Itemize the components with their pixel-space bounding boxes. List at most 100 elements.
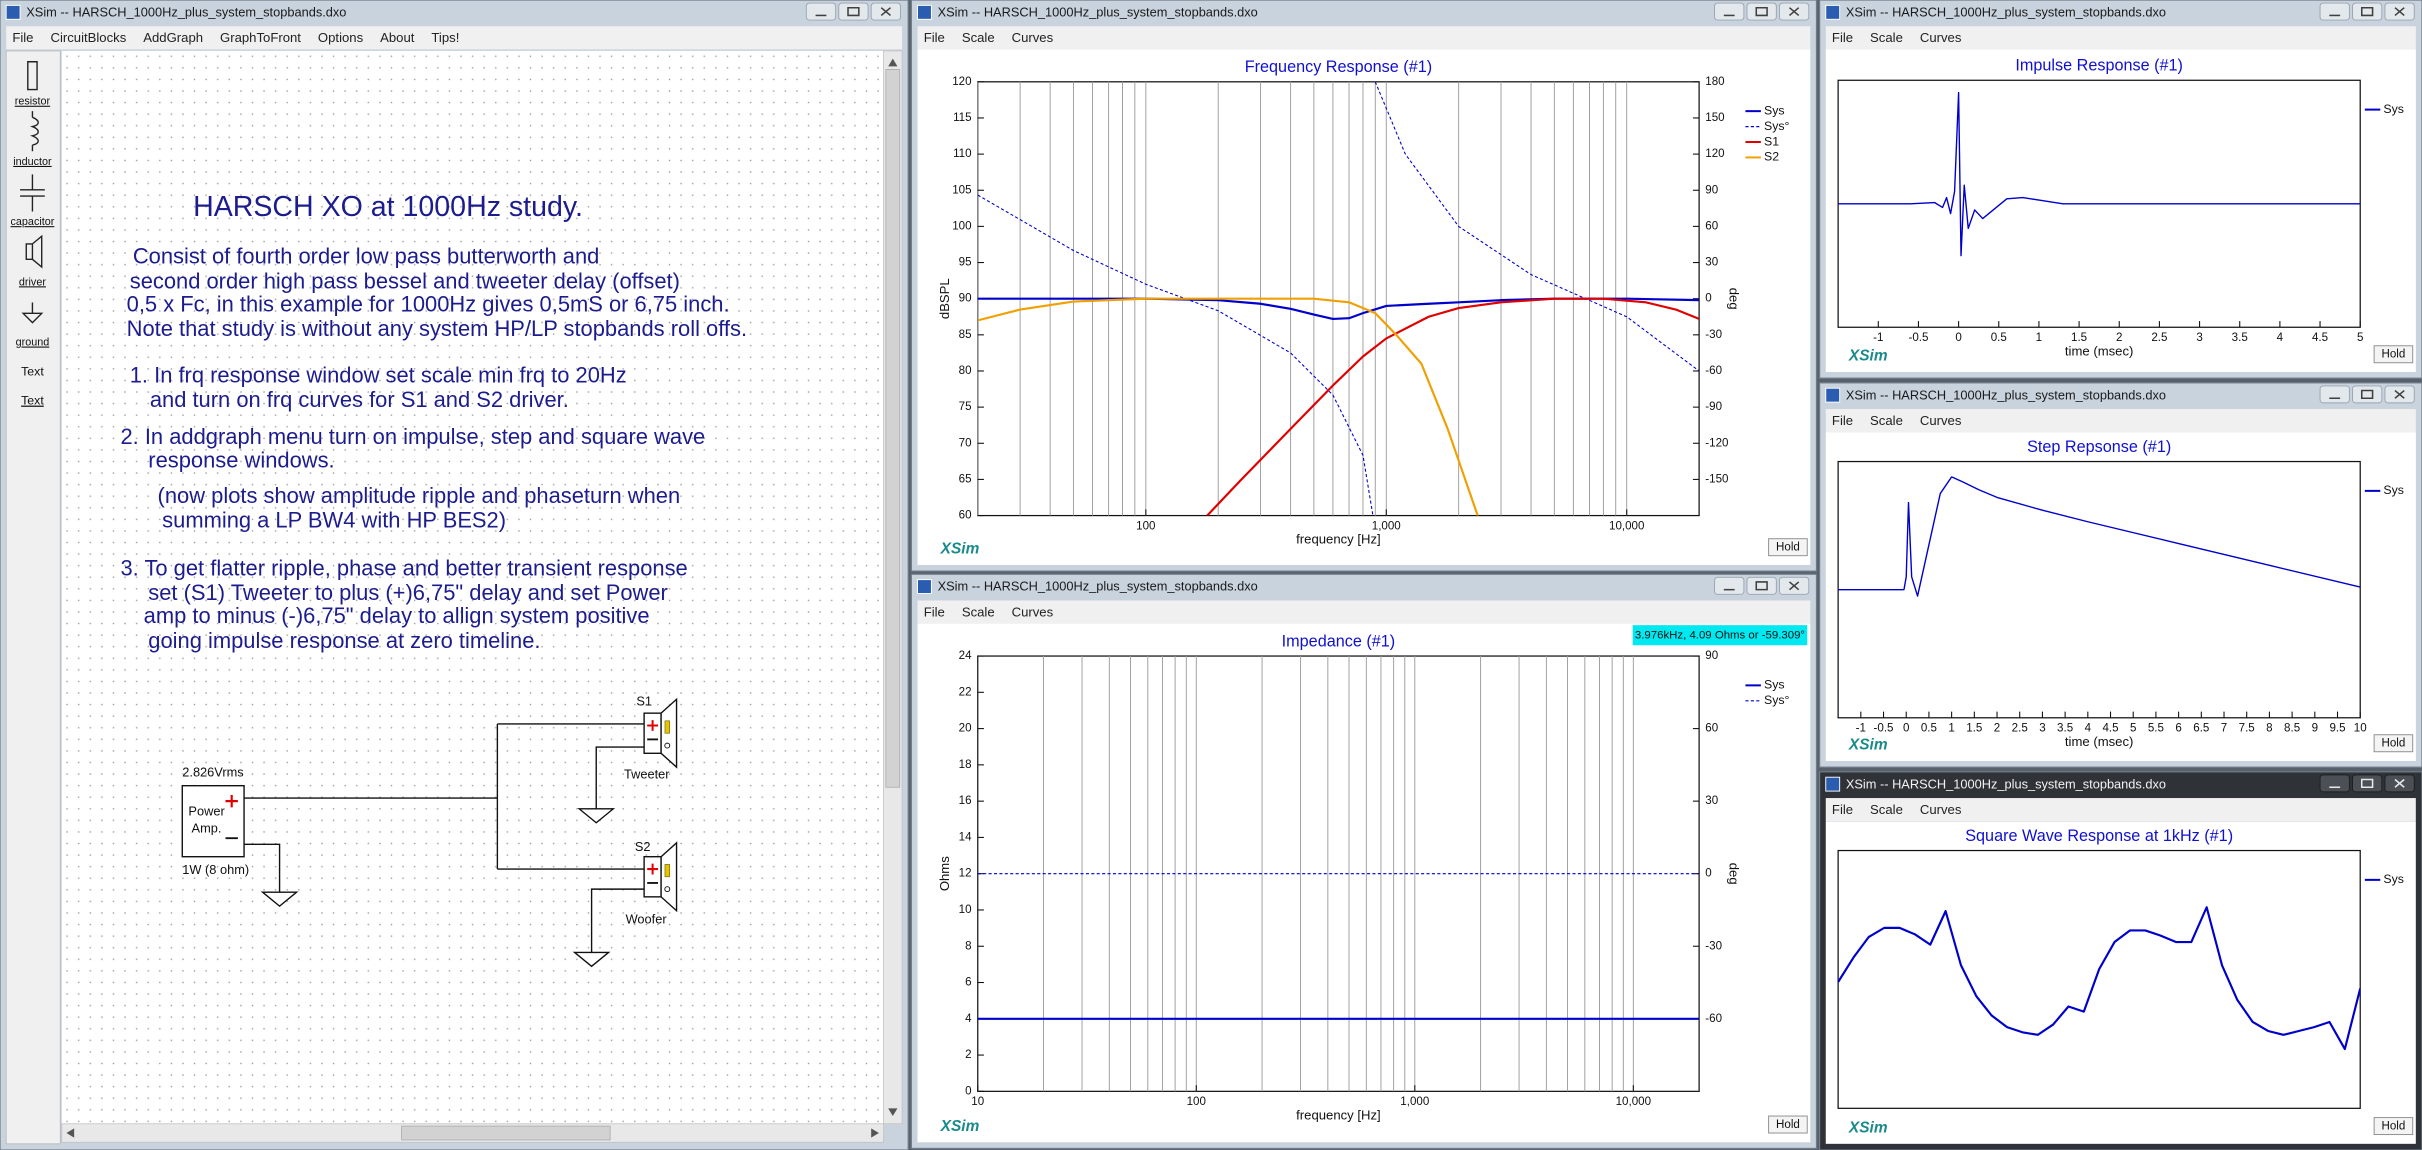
menu-item[interactable]: Curves: [1920, 413, 1962, 428]
window-minimize-button[interactable]: [1714, 2, 1745, 21]
tool-button[interactable]: Text: [21, 394, 44, 408]
y2-tick-label: 90: [1705, 650, 1718, 662]
x-axis-label: frequency [Hz]: [1296, 532, 1381, 547]
menu-item[interactable]: Options: [318, 30, 364, 45]
window-minimize-button[interactable]: [2319, 385, 2350, 404]
tweeter-terminal: [664, 742, 671, 749]
hold-button[interactable]: [2373, 734, 2414, 753]
menu-item[interactable]: Tips!: [431, 30, 459, 45]
x-tick-label: -0.5: [1874, 723, 1894, 735]
menu-item[interactable]: Scale: [1870, 30, 1903, 45]
menu-item[interactable]: File: [924, 30, 945, 45]
menu-item[interactable]: File: [1832, 802, 1853, 817]
circuit-label: Amp.: [192, 820, 222, 835]
vertical-scroll-thumb[interactable]: [885, 69, 901, 788]
menu-item[interactable]: GraphToFront: [220, 30, 301, 45]
menu-item[interactable]: Scale: [962, 30, 995, 45]
menu-item[interactable]: CircuitBlocks: [50, 30, 126, 45]
window-maximize-button[interactable]: [2352, 385, 2383, 404]
hold-button-label[interactable]: Hold: [1776, 542, 1800, 554]
study-note: second order high pass bessel and tweete…: [130, 268, 680, 293]
legend-label: Sys°: [1764, 119, 1790, 133]
window-title: XSim -- HARSCH_1000Hz_plus_system_stopba…: [1846, 776, 2166, 791]
hold-button[interactable]: [1768, 1115, 1808, 1134]
x-tick-label: 2: [1994, 723, 2000, 735]
x-tick-label: 100: [1187, 1096, 1206, 1108]
tool-button[interactable]: Text: [21, 364, 44, 378]
circuit-label: S1: [636, 694, 652, 709]
tool-button[interactable]: ground: [16, 337, 50, 349]
hold-button-label[interactable]: Hold: [2382, 1120, 2406, 1132]
window-minimize-button[interactable]: [2319, 2, 2350, 21]
x-tick-label: 4.5: [2102, 723, 2118, 735]
series-line: [977, 297, 1479, 516]
tweeter-driver[interactable]: [643, 712, 662, 754]
window-maximize-button[interactable]: [1746, 576, 1777, 595]
menu-item[interactable]: Curves: [1920, 802, 1962, 817]
x-tick-label: 5: [2130, 723, 2136, 735]
hold-button[interactable]: [2373, 1117, 2414, 1136]
study-note: response windows.: [148, 447, 334, 472]
hold-button-label[interactable]: Hold: [2382, 738, 2406, 750]
circuit-label: S2: [635, 839, 651, 854]
window-minimize-button[interactable]: [805, 2, 837, 21]
hold-button[interactable]: [2373, 345, 2414, 364]
hold-button-label[interactable]: Hold: [2382, 349, 2406, 361]
menu-item[interactable]: File: [1832, 30, 1853, 45]
chart-title: Impulse Response (#1): [2015, 57, 2183, 75]
window-maximize-button[interactable]: [2352, 774, 2383, 793]
tool-button[interactable]: inductor: [13, 156, 52, 168]
study-note: Note that study is without any system HP…: [127, 316, 747, 341]
hold-button-label[interactable]: Hold: [1776, 1119, 1800, 1131]
y-axis-label: dBSPL: [937, 278, 952, 319]
tool-icon: [20, 174, 45, 212]
y-axis-label: Ohms: [937, 856, 952, 891]
window-maximize-button[interactable]: [838, 2, 869, 21]
y-tick-label: 6: [965, 977, 971, 989]
menu-bar: [1825, 798, 2416, 822]
window-icon: [5, 4, 21, 20]
y-tick-label: 18: [959, 759, 972, 771]
tool-icon: [21, 302, 44, 324]
window-maximize-button[interactable]: [1746, 2, 1777, 21]
study-note: going impulse response at zero timeline.: [148, 628, 540, 653]
power-amp-block[interactable]: [181, 785, 245, 858]
series-line: [1838, 906, 2361, 1051]
menu-item[interactable]: File: [12, 30, 33, 45]
x-tick-label: -0.5: [1908, 332, 1928, 344]
menu-item[interactable]: File: [924, 604, 945, 619]
horizontal-scroll-thumb[interactable]: [401, 1125, 611, 1141]
menu-item[interactable]: Scale: [962, 604, 995, 619]
x-tick-label: 3: [2196, 332, 2202, 344]
x-tick-label: 2.5: [2012, 723, 2028, 735]
hold-button[interactable]: [1768, 538, 1808, 557]
window-maximize-button[interactable]: [2352, 2, 2383, 21]
tool-button[interactable]: resistor: [15, 96, 51, 108]
y-tick-label: 65: [959, 473, 972, 485]
chart-title: Impedance (#1): [1282, 632, 1396, 650]
y-tick-label: 2: [965, 1049, 971, 1061]
woofer-driver[interactable]: [643, 856, 662, 898]
menu-item[interactable]: Curves: [1012, 604, 1054, 619]
menu-item[interactable]: Curves: [1920, 30, 1962, 45]
menu-item[interactable]: Scale: [1870, 413, 1903, 428]
tool-button[interactable]: capacitor: [11, 216, 55, 228]
series-line: [977, 81, 1700, 516]
tool-button[interactable]: driver: [19, 276, 46, 288]
menu-item[interactable]: AddGraph: [143, 30, 203, 45]
y-tick-label: 100: [952, 220, 971, 232]
x-axis-label: time (msec): [2065, 343, 2133, 358]
y2-tick-label: 0: [1705, 293, 1711, 305]
window-maximize-glyph: [1755, 6, 1768, 17]
x-tick-label: 3.5: [2057, 723, 2073, 735]
window-close-glyph: [880, 7, 891, 17]
window-minimize-button[interactable]: [2319, 774, 2350, 793]
x-tick-label: -1: [1873, 332, 1883, 344]
menu-item[interactable]: File: [1832, 413, 1853, 428]
menu-item[interactable]: Curves: [1012, 30, 1054, 45]
x-tick-label: 100: [1136, 520, 1155, 532]
menu-item[interactable]: Scale: [1870, 802, 1903, 817]
y2-tick-label: -120: [1705, 437, 1728, 449]
menu-item[interactable]: About: [380, 30, 415, 45]
window-minimize-button[interactable]: [1714, 576, 1745, 595]
